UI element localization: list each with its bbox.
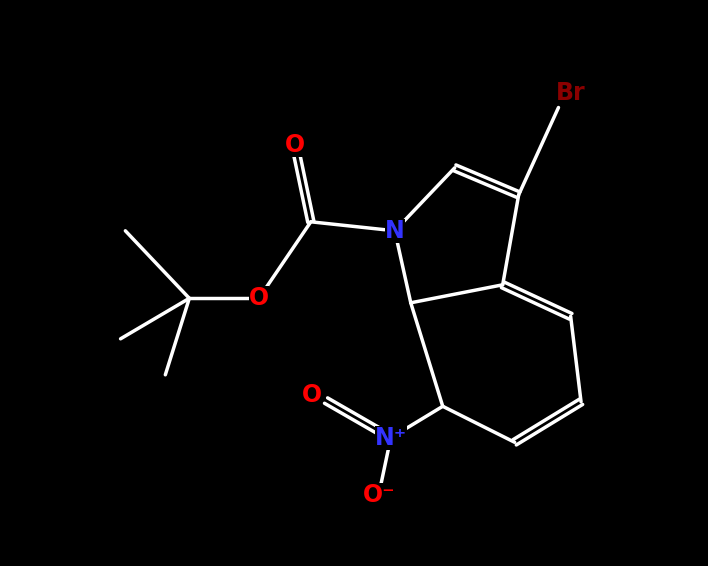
Text: O: O (249, 286, 269, 310)
Text: O⁻: O⁻ (362, 482, 395, 507)
Text: Br: Br (556, 81, 586, 105)
Text: N: N (385, 219, 405, 243)
Text: N⁺: N⁺ (375, 426, 407, 450)
Text: O: O (302, 384, 321, 408)
Text: O: O (285, 134, 305, 157)
